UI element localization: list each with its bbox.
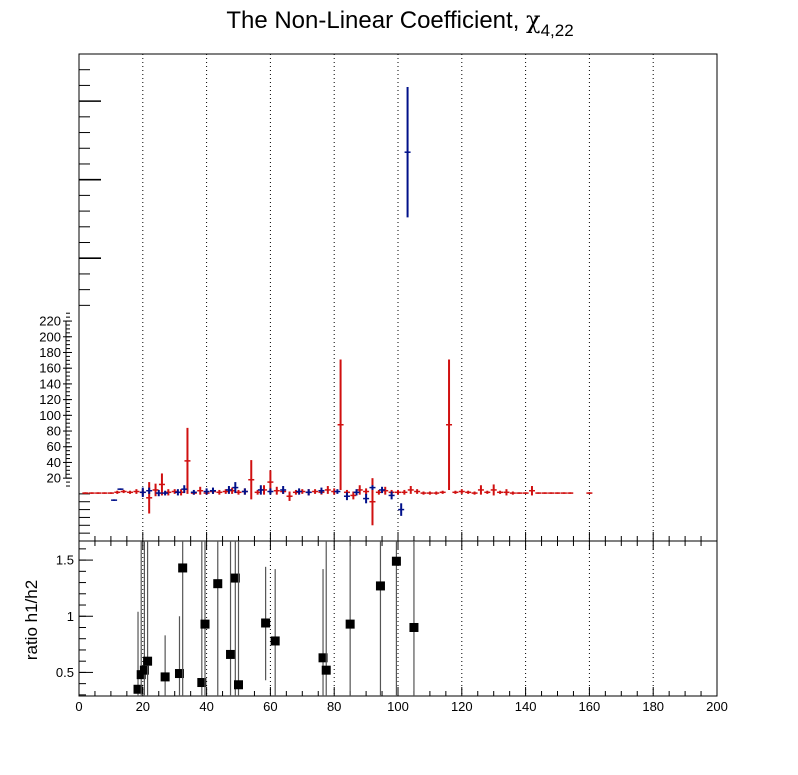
ratio-point <box>197 678 207 688</box>
y-tick-label: 120 <box>39 392 61 407</box>
ratio-point <box>345 619 355 629</box>
ratio-point <box>213 579 223 589</box>
ratio-y-tick-label: 1.5 <box>56 553 74 568</box>
ratio-point <box>230 573 240 583</box>
upper-plot-frame <box>78 53 718 542</box>
ratio-point <box>321 665 331 675</box>
x-tick-label: 80 <box>327 699 341 714</box>
ratio-point <box>261 618 271 628</box>
y-tick-label: 60 <box>47 439 61 454</box>
ratio-point <box>143 656 153 666</box>
ratio-point <box>226 649 236 659</box>
chart-title-symbol: χ <box>526 6 541 34</box>
ratio-point <box>409 622 419 632</box>
y-tick-label: 160 <box>39 361 61 376</box>
chart-title-text: The Non-Linear Coefficient, <box>226 7 526 34</box>
chart-title-subscript: 4,22 <box>541 21 574 40</box>
y-tick-label: 20 <box>47 471 61 486</box>
y-tick-label: 100 <box>39 408 61 423</box>
ratio-point <box>318 653 328 663</box>
upper-grid <box>142 54 654 541</box>
ratio-point <box>160 672 170 682</box>
x-tick-label: 100 <box>387 699 409 714</box>
x-tick-label: 200 <box>706 699 728 714</box>
ratio-point <box>133 684 143 694</box>
y-tick-label: 180 <box>39 345 61 360</box>
x-tick-label: 160 <box>579 699 601 714</box>
ratio-point <box>375 581 385 591</box>
ratio-y-axis-label: ratio h1/h2 <box>22 580 41 660</box>
y-tick-label: 200 <box>39 329 61 344</box>
chart-title: The Non-Linear Coefficient, χ4,22 <box>226 6 573 40</box>
ratio-points <box>133 541 419 696</box>
x-tick-label: 40 <box>199 699 213 714</box>
ratio-point <box>139 665 149 675</box>
upper-x-ticks <box>94 532 702 541</box>
ratio-point <box>174 669 184 679</box>
ratio-point <box>234 680 243 690</box>
x-tick-label: 20 <box>136 699 150 714</box>
ratio-plot-panel: 0.5 1 1.5 0 20 40 60 80 100 120 140 160 180 200 ratio… <box>22 540 728 714</box>
upper-series <box>82 86 593 526</box>
ratio-y-tick-label: 1 <box>67 609 74 624</box>
x-tick-label: 120 <box>451 699 473 714</box>
series-0 <box>82 359 593 526</box>
series-1 <box>111 86 411 516</box>
ratio-point <box>270 636 280 646</box>
y-tick-label: 40 <box>47 455 61 470</box>
y-tick-label: 140 <box>39 376 61 391</box>
x-tick-label: 180 <box>642 699 664 714</box>
y-tick-label: 80 <box>47 424 61 439</box>
x-tick-label: 0 <box>75 699 82 714</box>
y-tick-label: 220 <box>39 314 61 329</box>
x-tick-label: 60 <box>263 699 277 714</box>
ratio-point <box>178 563 188 573</box>
ratio-point <box>391 556 401 566</box>
ratio-y-tick-label: 0.5 <box>56 665 74 680</box>
ratio-axes: 0.5 1 1.5 0 20 40 60 80 100 120 140 160 180 200 <box>56 541 728 714</box>
x-tick-label: 140 <box>515 699 537 714</box>
ratio-point <box>200 619 210 629</box>
